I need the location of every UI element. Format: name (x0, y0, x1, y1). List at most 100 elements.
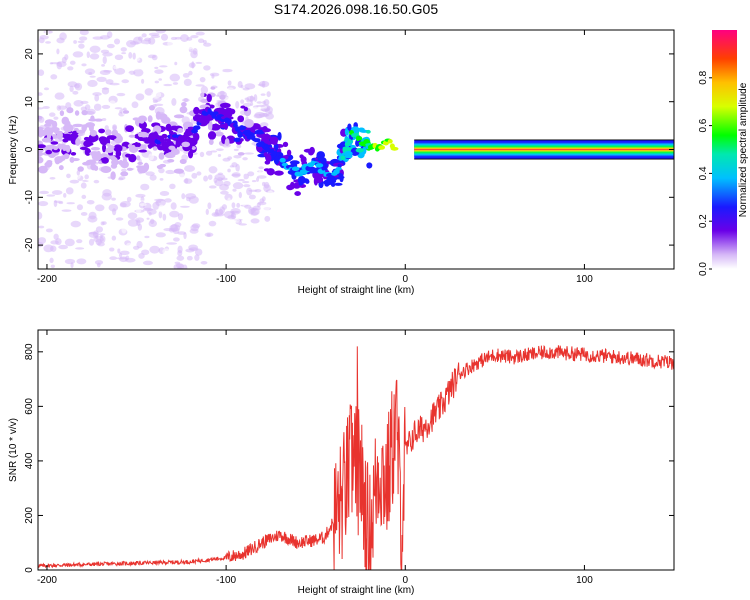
heatmap-noise-cell (59, 32, 67, 41)
heatmap-noise-cell (121, 52, 127, 55)
heatmap-noise-cell (43, 244, 54, 253)
heatmap-noise-cell (93, 103, 102, 111)
heatmap-noise-cell (177, 249, 183, 257)
heatmap-noise-cell (256, 87, 265, 92)
heatmap-noise-cell (211, 212, 220, 217)
heatmap-noise-cell (121, 168, 127, 173)
heatmap-cell (207, 124, 213, 130)
heatmap-noise-cell (155, 30, 166, 34)
heatmap-noise-cell (188, 62, 196, 68)
heatmap-noise-cell (49, 250, 54, 256)
heatmap-noise-cell (196, 171, 202, 176)
heatmap-noise-cell (76, 204, 84, 211)
heatmap-noise-cell (64, 258, 76, 265)
heatmap-cell (70, 152, 77, 156)
heatmap-cell (286, 149, 292, 156)
heatmap-noise-cell (214, 173, 226, 181)
heatmap-cell (362, 146, 367, 155)
heatmap-noise-cell (211, 73, 215, 79)
heatmap-noise-cell (158, 204, 165, 213)
heatmap-noise-cell (119, 250, 130, 256)
heatmap-noise-cell (126, 40, 136, 48)
heatmap-ridge-cell (340, 155, 346, 161)
heatmap-noise-cell (97, 242, 105, 247)
heatmap-noise-cell (180, 34, 189, 42)
heatmap-cell (214, 131, 224, 137)
heatmap-noise-cell (172, 82, 179, 85)
heatmap-cell (89, 151, 100, 157)
heatmap-noise-cell (65, 187, 74, 195)
heatmap-noise-cell (38, 69, 45, 76)
heatmap-cell (122, 110, 130, 114)
heatmap-cell (105, 129, 112, 136)
spectrogram-x-label: Height of straight line (km) (298, 285, 415, 296)
heatmap-cell (355, 139, 360, 147)
heatmap-cell (75, 138, 81, 146)
heatmap-noise-cell (79, 30, 89, 36)
heatmap-cell (72, 123, 84, 128)
heatmap-noise-cell (76, 239, 83, 244)
snr-y-label: SNR (10 * v/v) (8, 418, 19, 482)
heatmap-noise-cell (38, 200, 49, 207)
heatmap-noise-cell (111, 235, 117, 241)
heatmap-cell (181, 141, 191, 148)
heatmap-ridge-cell (335, 166, 342, 171)
heatmap-noise-cell (126, 196, 132, 203)
heatmap-cell (210, 123, 221, 131)
heatmap-noise-cell (136, 233, 144, 241)
heatmap-noise-cell (81, 63, 87, 67)
heatmap-noise-cell (191, 99, 195, 108)
heatmap-noise-cell (231, 172, 241, 178)
heatmap-cell (208, 104, 215, 109)
heatmap-noise-cell (69, 60, 76, 65)
heatmap-cell (219, 102, 231, 109)
heatmap-cell (181, 101, 187, 107)
heatmap-cell (237, 115, 245, 123)
colorbar-tick-label: 0.4 (698, 166, 709, 180)
heatmap-cell (192, 134, 199, 140)
heatmap-noise-cell (232, 182, 244, 190)
heatmap-noise-cell (184, 165, 196, 172)
heatmap-cell (289, 160, 300, 165)
heatmap-cell (308, 150, 314, 156)
heatmap-noise-cell (55, 89, 64, 93)
heatmap-noise-cell (206, 233, 211, 237)
heatmap-noise-cell (182, 264, 188, 269)
heatmap-noise-cell (55, 238, 62, 246)
heatmap-noise-cell (243, 152, 254, 155)
heatmap-cell (343, 150, 353, 157)
heatmap-noise-cell (123, 107, 127, 111)
heatmap-noise-cell (45, 228, 53, 233)
heatmap-noise-cell (79, 36, 88, 41)
colorbar-tick-label: 0.6 (698, 118, 709, 132)
heatmap-noise-cell (54, 92, 65, 100)
heatmap-noise-cell (144, 37, 152, 42)
heatmap-noise-cell (227, 80, 232, 86)
heatmap-cell (148, 105, 156, 111)
heatmap-ridge-cell (321, 167, 326, 171)
heatmap-noise-cell (102, 189, 112, 197)
heatmap-cell (38, 126, 44, 131)
heatmap-noise-cell (127, 212, 138, 220)
heatmap-noise-cell (53, 200, 63, 203)
heatmap-noise-cell (169, 183, 176, 190)
heatmap-cell (315, 175, 324, 183)
heatmap-noise-cell (236, 144, 242, 149)
heatmap-noise-cell (208, 185, 217, 189)
heatmap-noise-cell (195, 187, 205, 193)
heatmap-noise-cell (114, 246, 123, 249)
heatmap-noise-cell (121, 225, 127, 234)
heatmap-cell (293, 185, 300, 189)
heatmap-cell (59, 110, 65, 117)
heatmap-noise-cell (89, 53, 100, 60)
heatmap-noise-cell (109, 256, 118, 261)
x-tick-label: 0 (402, 274, 408, 285)
heatmap-noise-cell (182, 98, 190, 102)
heatmap-noise-cell (94, 94, 100, 102)
heatmap-cell (173, 168, 185, 174)
heatmap-cell (50, 141, 59, 145)
heatmap-noise-cell (140, 183, 150, 191)
heatmap-noise-cell (148, 98, 153, 105)
heatmap-noise-cell (75, 247, 85, 250)
heatmap-noise-cell (73, 83, 80, 89)
